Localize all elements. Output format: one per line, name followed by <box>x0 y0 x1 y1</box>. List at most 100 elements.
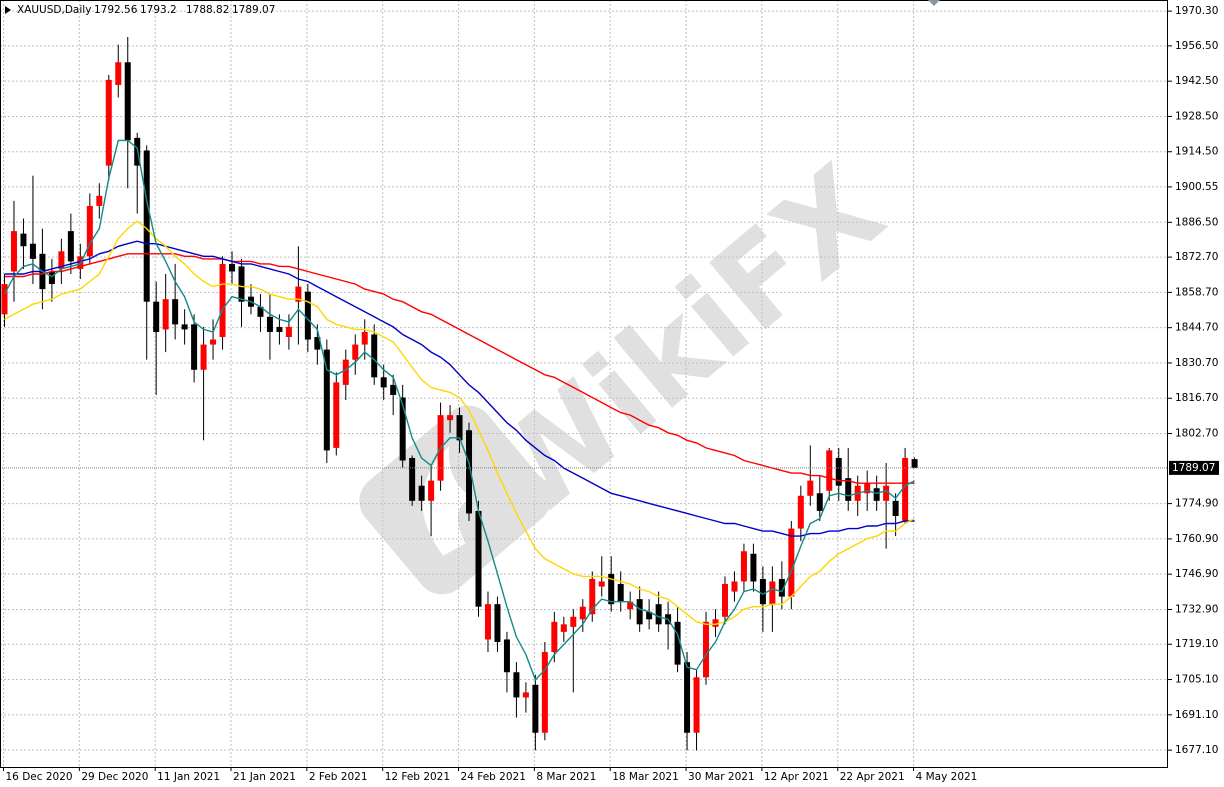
candle-body <box>845 478 852 501</box>
candle-body <box>314 336 321 350</box>
candle-body <box>466 430 473 514</box>
header: XAUUSD,Daily 1792.56 1793.2 1788.82 1789… <box>5 4 275 16</box>
candle-body <box>58 251 65 269</box>
candle-body <box>162 299 169 330</box>
price-label-box <box>1169 460 1219 475</box>
candle-body <box>333 382 340 448</box>
x-tick-label: 16 Dec 2020 <box>6 771 73 783</box>
candle-body <box>589 578 596 615</box>
candle-body <box>513 672 520 698</box>
moving-average-line <box>3 139 915 682</box>
candle-body <box>522 692 529 698</box>
candle-body <box>807 480 814 496</box>
candle-body <box>797 495 804 529</box>
y-tick-label: 1956.50 <box>1175 40 1218 52</box>
y-tick-label: 1705.10 <box>1175 674 1218 686</box>
x-tick-label: 12 Apr 2021 <box>764 771 829 783</box>
candle-body <box>219 263 226 337</box>
candle-body <box>636 599 643 625</box>
y-tick-label: 1816.70 <box>1175 392 1218 404</box>
y-tick-label: 1719.10 <box>1175 638 1218 650</box>
x-tick-label: 21 Jan 2021 <box>233 771 296 783</box>
header-open: 1792.56 <box>94 4 138 16</box>
candle-body <box>532 684 539 733</box>
y-tick-label: 1942.50 <box>1175 75 1218 87</box>
candle-body <box>646 611 653 620</box>
candle-body <box>1 284 8 315</box>
candle-body <box>86 205 93 257</box>
x-tick-label: 30 Mar 2021 <box>688 771 755 783</box>
candle-body <box>172 299 179 325</box>
candle-body <box>238 266 245 302</box>
candle-body <box>456 415 463 441</box>
candle-body <box>560 624 567 632</box>
candle-body <box>96 195 103 206</box>
y-tick-label: 1886.50 <box>1175 216 1218 228</box>
candle-body <box>428 480 435 501</box>
candle-body <box>873 488 880 501</box>
candle-body <box>229 263 236 272</box>
candle-body <box>835 457 842 486</box>
candle-body <box>883 485 890 501</box>
watermark-logo-leaf <box>422 446 473 556</box>
header-high: 1793.2 <box>140 4 177 16</box>
candle-body <box>266 316 273 332</box>
moving-average-line <box>4 220 915 625</box>
candle-body <box>570 616 577 627</box>
x-tick-label: 4 May 2021 <box>916 771 978 783</box>
y-tick-label: 1858.70 <box>1175 286 1218 298</box>
candle-body <box>778 578 785 597</box>
y-tick-label: 1844.70 <box>1175 322 1218 334</box>
candle-body <box>124 62 131 141</box>
y-tick-label: 1691.10 <box>1175 709 1218 721</box>
candle-body <box>10 231 17 272</box>
candle-body <box>551 621 558 653</box>
moving-average-line <box>4 253 915 484</box>
candle-body <box>361 331 368 345</box>
candle-body <box>494 604 501 642</box>
candle-body <box>674 621 681 665</box>
candle-body <box>409 457 416 501</box>
candle-body <box>191 324 198 370</box>
candle-body <box>323 349 330 451</box>
y-tick-label: 1970.30 <box>1175 5 1218 17</box>
candle-body <box>29 243 36 259</box>
candle-body <box>902 457 909 521</box>
candle-body <box>475 510 482 607</box>
candle-body <box>115 62 122 85</box>
candle-body <box>342 359 349 385</box>
candle-body <box>864 483 871 494</box>
candle-body <box>703 621 710 678</box>
candle-body <box>826 450 833 491</box>
x-tick-label: 11 Jan 2021 <box>157 771 220 783</box>
candle-body <box>892 500 899 516</box>
header-icon <box>5 6 11 14</box>
x-tick-label: 24 Feb 2021 <box>461 771 526 783</box>
y-tick-label: 1774.90 <box>1175 498 1218 510</box>
y-tick-label: 1900.55 <box>1175 181 1218 193</box>
candle-body <box>181 324 188 330</box>
candle-body <box>816 493 823 511</box>
candle-body <box>769 581 776 605</box>
chart-shift-marker <box>928 0 940 6</box>
plot-border <box>0 0 1168 768</box>
candle-body <box>788 528 795 597</box>
candle-body <box>608 573 615 605</box>
candle-body <box>371 334 378 378</box>
candle-body <box>721 584 728 617</box>
candle-body <box>740 551 747 582</box>
candle-body <box>153 301 160 332</box>
candle-body <box>598 581 605 587</box>
candle-body <box>712 619 719 627</box>
header-close: 1789.07 <box>232 4 275 16</box>
candle-body <box>750 553 757 582</box>
candle-body <box>304 291 311 340</box>
candle-body <box>731 581 738 592</box>
candle-body <box>105 79 112 166</box>
candle-body <box>143 150 150 302</box>
candle-body <box>684 662 691 733</box>
chart-title: XAUUSD,Daily <box>17 4 91 16</box>
x-tick-label: 8 Mar 2021 <box>536 771 596 783</box>
